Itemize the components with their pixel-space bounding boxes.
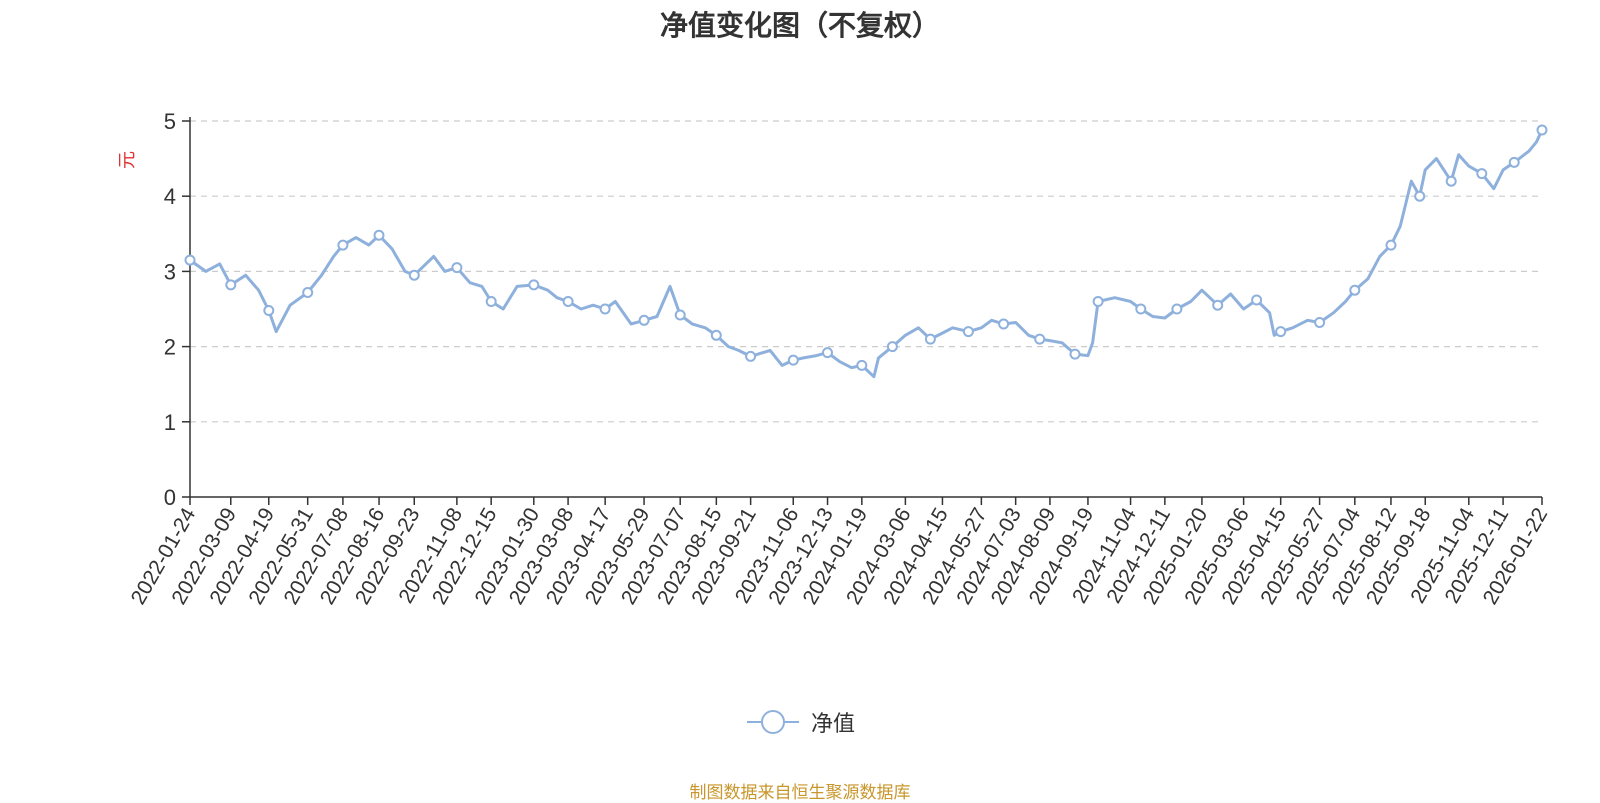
data-point-marker: [225, 279, 237, 291]
data-point-marker: [638, 314, 650, 326]
data-point-marker: [1476, 168, 1488, 180]
data-point-marker: [1092, 296, 1104, 307]
data-point-marker: [710, 329, 722, 341]
data-point-marker: [856, 359, 868, 371]
data-point-marker: [745, 350, 757, 362]
data-point-marker: [1034, 333, 1046, 345]
data-point-marker: [924, 333, 936, 345]
data-point-marker: [1445, 175, 1457, 187]
data-point-marker: [451, 262, 463, 274]
data-point-marker: [302, 287, 314, 298]
source-note: 制图数据来自恒生聚源数据库: [689, 783, 911, 803]
y-tick-label: 5: [164, 109, 176, 134]
data-point-marker: [337, 239, 349, 251]
data-point-marker: [674, 309, 686, 321]
data-point-marker: [408, 269, 420, 281]
legend-line-circle-icon: [746, 710, 799, 734]
y-tick-label: 3: [164, 259, 176, 284]
data-point-marker: [485, 296, 497, 307]
y-tick-label: 2: [164, 335, 176, 360]
data-point-marker: [184, 254, 196, 266]
data-point-marker: [1414, 190, 1426, 202]
data-point-marker: [1069, 348, 1081, 360]
chart-title: 净值变化图（不复权）: [659, 9, 940, 42]
y-tick-label: 0: [164, 485, 176, 510]
data-point-marker: [1251, 294, 1263, 306]
data-point-marker: [1275, 326, 1287, 338]
data-point-marker: [962, 326, 974, 338]
data-point-marker: [562, 296, 574, 307]
data-point-marker: [1536, 124, 1548, 136]
y-axis-unit-label: 元: [117, 151, 137, 169]
data-point-marker: [822, 347, 833, 359]
data-point-marker: [1171, 303, 1183, 315]
markers: [184, 124, 1548, 371]
axes: 0123452022-01-242022-03-092022-04-192022…: [127, 109, 1553, 609]
data-point-marker: [1508, 156, 1520, 168]
data-point-marker: [263, 305, 275, 316]
legend[interactable]: 净值: [0, 706, 1600, 738]
series-line: [188, 128, 1544, 379]
data-point-marker: [373, 229, 385, 241]
grid-lines: [190, 120, 1542, 423]
data-point-marker: [998, 318, 1010, 330]
data-point-marker: [787, 354, 799, 366]
data-point-marker: [599, 303, 611, 315]
data-point-marker: [1349, 284, 1361, 296]
data-point-marker: [528, 279, 540, 291]
data-point-marker: [1212, 299, 1224, 311]
data-point-marker: [1385, 239, 1397, 251]
data-point-marker: [886, 341, 898, 353]
series-layer: [188, 128, 1544, 379]
y-tick-label: 1: [164, 410, 176, 435]
data-point-marker: [1314, 317, 1326, 328]
legend-label: 净值: [810, 712, 855, 737]
data-point-marker: [1135, 303, 1147, 315]
y-tick-label: 4: [164, 184, 176, 209]
